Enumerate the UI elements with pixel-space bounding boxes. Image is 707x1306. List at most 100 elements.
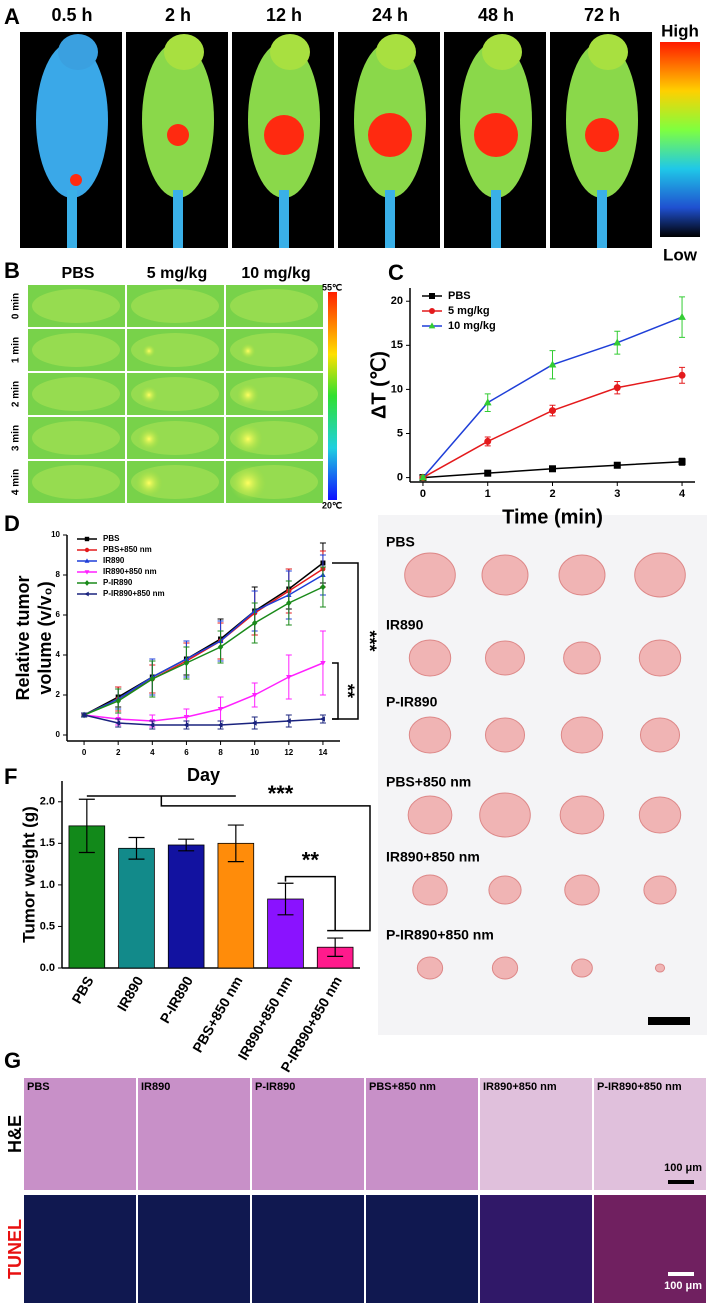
scale-min: 20℃ [322, 500, 342, 510]
panel-label: B [4, 258, 20, 283]
x-tick-label: PBS+850 nm [189, 973, 245, 1055]
y-tick-label: 0.0 [40, 962, 55, 974]
significance-bracket [332, 662, 339, 720]
mouse-body [142, 42, 214, 198]
x-axis-title: Day [187, 765, 220, 785]
scale-low: Low [663, 245, 698, 264]
tumor [654, 963, 666, 973]
scale-bar-line [668, 1272, 694, 1276]
legend-marker [84, 547, 90, 553]
legend-marker [84, 536, 90, 542]
micrograph [252, 1195, 364, 1303]
y-axis-title: Tumor weight (g) [19, 806, 38, 943]
scale-high: High [661, 21, 699, 40]
mouse-head [270, 34, 310, 70]
mouse-tail [279, 190, 289, 248]
body-region [32, 289, 120, 323]
x-tick-label: 2 [116, 748, 121, 757]
marker [678, 312, 686, 320]
panel-label: D [4, 511, 20, 536]
bar [167, 844, 205, 969]
y-tick-label: 1.5 [40, 837, 55, 849]
panel-label: C [388, 260, 404, 285]
significance: ** [337, 684, 357, 698]
y-tick-label: 2 [56, 690, 61, 699]
tumor [416, 956, 444, 980]
significance: *** [359, 630, 379, 651]
marker [613, 461, 621, 469]
significance-bracket [332, 562, 359, 720]
body-region [32, 421, 120, 455]
heat-spot [137, 427, 161, 451]
tumor [559, 795, 605, 835]
group-label: P-IR890+850 nm [597, 1081, 682, 1093]
group-label: PBS+850 nm [386, 774, 471, 790]
body-region [32, 465, 120, 499]
micrograph [24, 1078, 136, 1190]
row-label: 3 min [11, 425, 22, 451]
marker [183, 659, 190, 667]
marker [678, 458, 686, 466]
panel-label: G [4, 1048, 21, 1073]
marker [115, 720, 121, 726]
micrograph [138, 1078, 250, 1190]
group-label: P-IR890 [255, 1081, 295, 1093]
panel-label: F [4, 764, 17, 789]
marker [484, 437, 492, 445]
group-label: IR890 [141, 1081, 170, 1093]
row-label: 0 min [11, 293, 22, 319]
mouse-tail [597, 190, 607, 248]
y-tick-label: 15 [391, 339, 403, 351]
timepoint-label: 24 h [372, 5, 408, 25]
x-tick-label: 0 [82, 748, 87, 757]
legend-label: IR890 [103, 556, 125, 565]
marker [217, 643, 224, 651]
mouse-tail [491, 190, 501, 248]
body-region [230, 333, 318, 367]
marker [217, 707, 224, 712]
tumor-signal [368, 113, 412, 157]
micrograph [594, 1078, 706, 1190]
y-tick-label: 4 [56, 650, 61, 659]
mouse-head [376, 34, 416, 70]
timepoint-label: 72 h [584, 5, 620, 25]
marker [81, 712, 87, 718]
x-tick-label: 12 [284, 748, 293, 757]
micrograph [480, 1078, 592, 1190]
tumor [484, 640, 526, 676]
marker [549, 407, 556, 415]
legend-label: PBS [448, 290, 471, 302]
scale-max: 55℃ [322, 282, 342, 292]
micrograph [480, 1195, 592, 1303]
series-line [422, 374, 683, 479]
micrograph [366, 1195, 478, 1303]
tumor [638, 796, 682, 834]
mouse-head [58, 34, 98, 70]
error-bar [277, 882, 294, 916]
x-tick-label: 4 [679, 488, 686, 500]
body-region [131, 289, 219, 323]
series-line [422, 316, 683, 479]
series-line [83, 714, 323, 726]
row-label: 1 min [11, 337, 22, 363]
heat-spot [229, 464, 267, 502]
series-line [83, 662, 324, 722]
marker [251, 693, 258, 698]
legend-marker [84, 580, 90, 586]
scale-bar [648, 1017, 690, 1025]
marker [549, 465, 556, 473]
mouse-head [482, 34, 522, 70]
body-region [230, 289, 318, 323]
bar [217, 842, 255, 969]
micrograph [252, 1078, 364, 1190]
micrograph [594, 1195, 706, 1303]
tumor [488, 875, 522, 905]
tumor [634, 552, 686, 598]
mouse-tail [67, 190, 77, 248]
mouse-tail [173, 190, 183, 248]
legend-marker [84, 591, 89, 597]
tumor-signal [70, 174, 82, 186]
legend-marker [429, 308, 435, 314]
scale-bar [328, 292, 337, 500]
